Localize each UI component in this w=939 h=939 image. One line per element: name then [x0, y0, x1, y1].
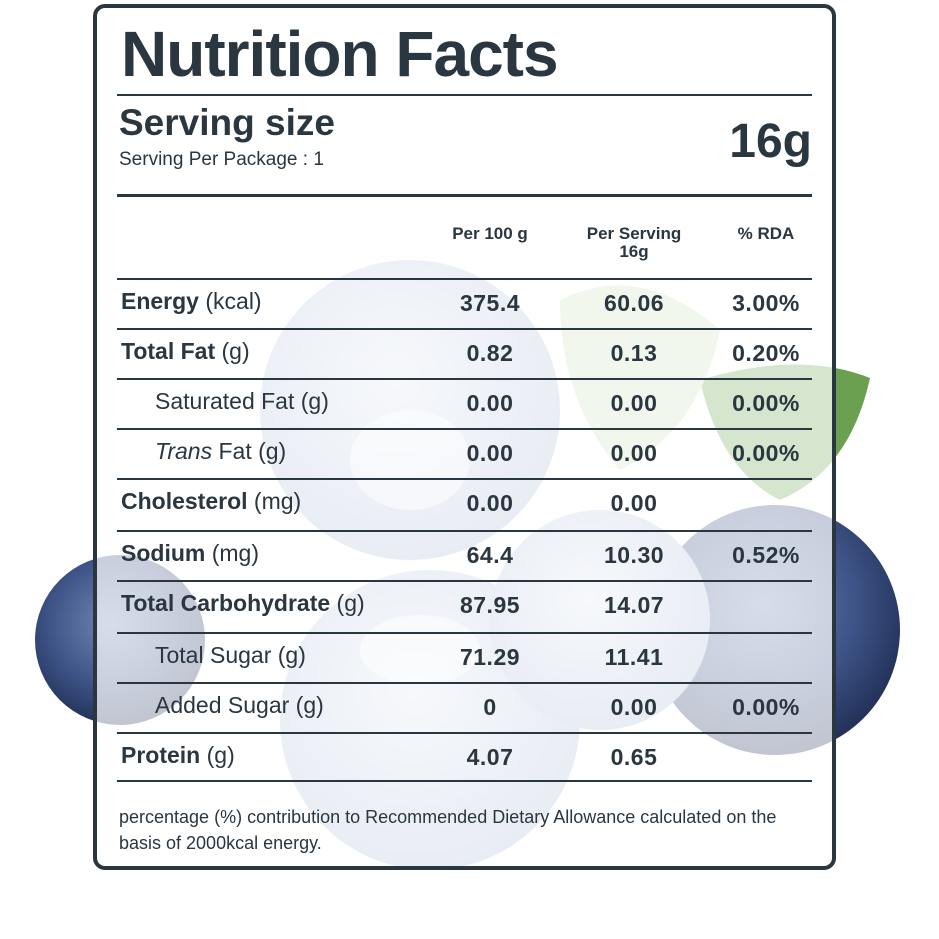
value-rda: 0.00% [732, 390, 800, 416]
value-per-100g: 0.00 [466, 490, 514, 516]
value-per-serving: 0.00 [610, 490, 658, 516]
value-per-100g: 4.07 [466, 744, 514, 770]
nutrient-row-trans-fat: Trans Fat (g) 0.00 0.00 0.00% [117, 430, 812, 480]
nutrient-row-total-fat: Total Fat (g) 0.82 0.13 0.20% [117, 330, 812, 380]
nutrient-row-cholesterol: Cholesterol (mg) 0.00 0.00 [117, 480, 812, 532]
value-per-100g: 87.95 [459, 592, 521, 618]
value-per-100g: 71.29 [459, 644, 521, 670]
nutrient-row-added-sugar: Added Sugar (g) 0 0.00 0.00% [117, 684, 812, 734]
value-per-100g: 0.00 [466, 390, 514, 416]
column-header-per-serving: Per Serving 16g [586, 224, 682, 261]
value-rda: 0.00% [732, 440, 800, 466]
value-per-100g: 0.82 [466, 340, 514, 366]
value-per-serving: 60.06 [603, 290, 665, 316]
rda-footnote: percentage (%) contribution to Recommend… [119, 807, 777, 853]
value-per-100g: 64.4 [466, 542, 514, 568]
column-header-rda: % RDA [737, 224, 795, 243]
nutrient-row-energy: Energy (kcal) 375.4 60.06 3.00% [117, 280, 812, 330]
header-rule [117, 278, 812, 280]
nutrient-row-protein: Protein (g) 4.07 0.65 [117, 734, 812, 782]
value-per-serving: 0.13 [610, 340, 658, 366]
value-per-serving: 14.07 [603, 592, 665, 618]
nutrient-row-total-carbohydrate: Total Carbohydrate (g) 87.95 14.07 [117, 582, 812, 634]
serving-size-label: Serving size [119, 102, 335, 143]
nutrient-row-saturated-fat: Saturated Fat (g) 0.00 0.00 0.00% [117, 380, 812, 430]
nutrient-row-total-sugar: Total Sugar (g) 71.29 11.41 [117, 634, 812, 684]
value-per-serving: 0.00 [610, 390, 658, 416]
serving-rule [117, 194, 812, 197]
servings-per-package: Serving Per Package : 1 [119, 149, 324, 170]
serving-size-value: 16g [729, 115, 812, 168]
panel-title: Nutrition Facts [121, 18, 559, 90]
value-per-serving: 0.00 [610, 440, 658, 466]
value-per-100g: 375.4 [459, 290, 521, 316]
value-rda: 3.00% [732, 290, 800, 316]
value-per-serving: 10.30 [603, 542, 665, 568]
nutrient-row-sodium: Sodium (mg) 64.4 10.30 0.52% [117, 532, 812, 582]
value-rda: 0.20% [732, 340, 800, 366]
value-rda: 0.00% [732, 694, 800, 720]
value-per-serving: 0.00 [610, 694, 658, 720]
value-per-serving: 11.41 [604, 644, 664, 670]
value-rda: 0.52% [732, 542, 800, 568]
value-per-100g: 0.00 [466, 440, 514, 466]
title-rule [117, 94, 812, 96]
column-header-per-100g: Per 100 g [452, 224, 528, 243]
value-per-serving: 0.65 [610, 744, 658, 770]
nutrition-facts-panel: Nutrition Facts Serving size Serving Per… [93, 4, 836, 870]
value-per-100g: 0 [483, 694, 497, 720]
